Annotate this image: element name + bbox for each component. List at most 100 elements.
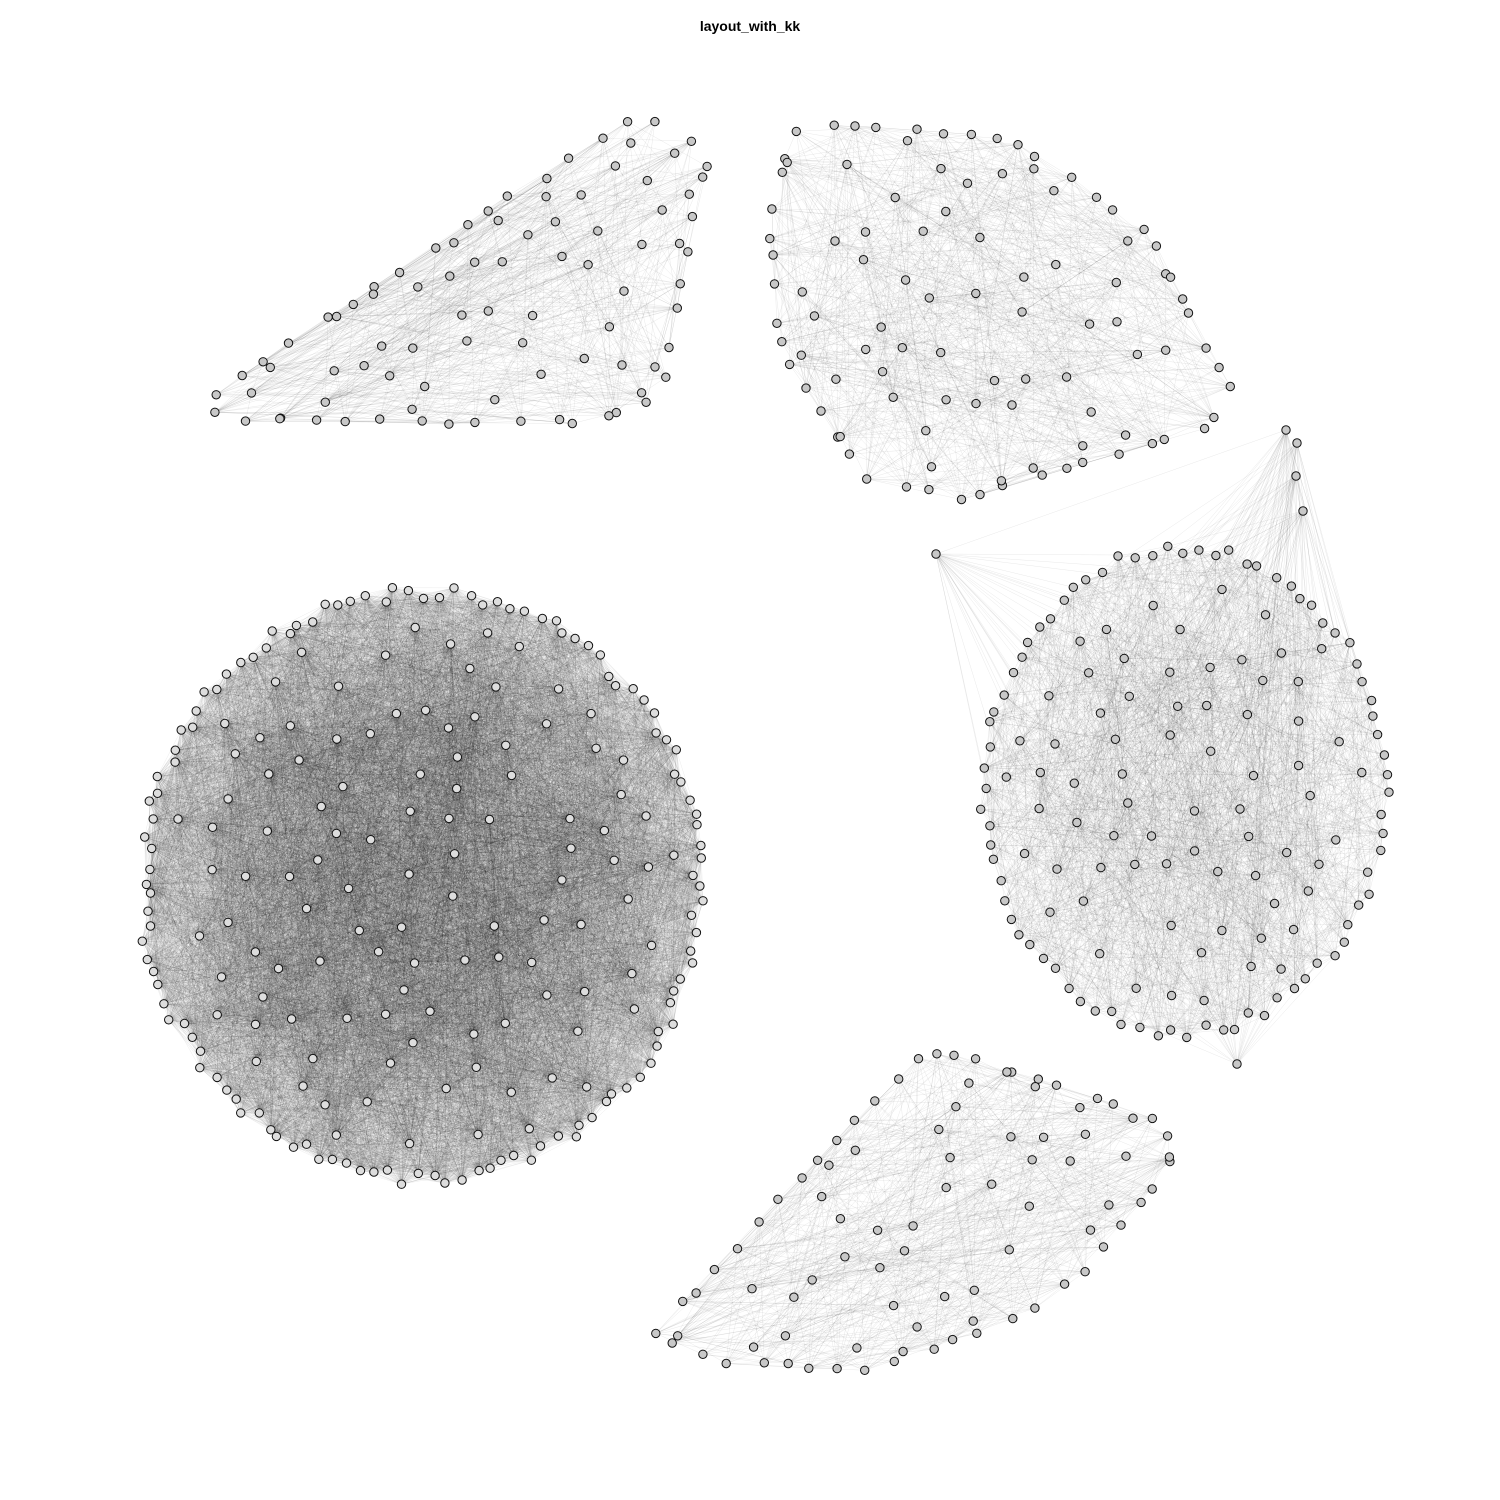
- graph-edge: [561, 153, 675, 257]
- graph-edge: [417, 242, 455, 288]
- graph-edge: [279, 158, 569, 419]
- graph-edge: [411, 216, 693, 410]
- graph-edge: [474, 261, 670, 348]
- graph-edge: [608, 209, 663, 416]
- graph-edge: [568, 152, 675, 159]
- graph-edge: [623, 291, 642, 393]
- graph-edge: [540, 180, 648, 375]
- graph-edge: [532, 180, 648, 316]
- graph-edge: [448, 209, 663, 425]
- graph-edge: [216, 375, 390, 396]
- graph-edge: [561, 256, 617, 413]
- graph-edge: [242, 166, 708, 376]
- graph-edge: [781, 168, 942, 342]
- graph-edge: [572, 216, 693, 424]
- graph-edge: [545, 196, 589, 265]
- graph-edge: [334, 365, 365, 372]
- graph-edge: [771, 208, 775, 284]
- graph-edge: [627, 121, 708, 167]
- graph-edge: [316, 256, 563, 421]
- graph-edge: [242, 243, 680, 376]
- graph-edge: [487, 210, 503, 262]
- graph-edge: [364, 365, 642, 394]
- graph-edge: [943, 133, 1166, 274]
- graph-edge: [487, 210, 523, 343]
- graph-edge: [399, 272, 414, 349]
- graph-edge: [507, 138, 604, 197]
- graph-edge: [389, 290, 625, 377]
- graph-edge: [336, 316, 467, 342]
- graph-edge: [907, 140, 1207, 349]
- graph-edge: [448, 221, 556, 425]
- graph-edge: [245, 121, 628, 422]
- graph-edge: [568, 158, 680, 244]
- graph-edge: [251, 224, 469, 394]
- graph-edge: [559, 244, 643, 420]
- graph-edge: [325, 283, 681, 403]
- graph-edge: [641, 244, 681, 284]
- graph-edge: [245, 283, 681, 422]
- graph-edge: [325, 221, 556, 403]
- graph-edge: [279, 262, 475, 419]
- graph-edge: [546, 142, 631, 179]
- graph-edge: [448, 178, 548, 425]
- graph-edge: [449, 276, 522, 422]
- graph-edge: [597, 209, 663, 232]
- graph-edge: [597, 230, 667, 378]
- graph-edge: [412, 347, 573, 424]
- graph-edge: [424, 142, 631, 387]
- graph-edge: [325, 340, 467, 403]
- graph-edge: [784, 125, 856, 159]
- graph-edge: [449, 221, 556, 277]
- graph-edge: [494, 283, 681, 400]
- graph-edge: [615, 141, 692, 167]
- graph-edge: [242, 261, 475, 376]
- graph-edge: [374, 286, 670, 348]
- graph-edge: [334, 358, 585, 372]
- graph-edge: [545, 196, 666, 378]
- graph-edge: [520, 347, 670, 422]
- graph-edge: [216, 275, 450, 396]
- graph-edge: [389, 224, 469, 376]
- graph-edge: [597, 230, 610, 416]
- graph-edge: [381, 243, 680, 347]
- graph-edge: [584, 216, 693, 359]
- graph-edge: [280, 286, 375, 419]
- graph-edge: [263, 243, 680, 363]
- graph-edge: [345, 178, 548, 422]
- graph-edge: [424, 247, 437, 387]
- graph-edge: [854, 125, 1025, 278]
- graph-edge: [353, 304, 423, 422]
- graph-edge: [461, 230, 598, 316]
- graph-edge: [245, 176, 703, 422]
- graph-edge: [461, 262, 475, 316]
- graph-edge: [424, 261, 503, 387]
- graph-edge: [412, 347, 647, 403]
- graph-edge: [424, 242, 455, 387]
- graph-edge: [270, 196, 547, 368]
- graph-edge: [316, 261, 503, 421]
- graph-edge: [214, 342, 289, 413]
- graph-edge: [270, 307, 678, 368]
- graph-edge: [448, 256, 563, 425]
- graph-edge: [502, 256, 563, 263]
- graph-edge: [242, 340, 467, 376]
- graph-edge: [587, 121, 628, 265]
- graph-edge: [251, 166, 708, 394]
- graph-edge: [498, 209, 663, 221]
- graph-edge: [280, 221, 556, 419]
- graph-edge: [461, 314, 647, 403]
- graph-edge: [545, 196, 617, 413]
- graph-edge: [609, 291, 625, 327]
- graph-edge: [561, 180, 648, 257]
- graph-edge: [216, 264, 589, 396]
- graph-edge: [488, 210, 589, 265]
- graph-edge: [251, 210, 489, 394]
- graph-edge: [502, 244, 642, 263]
- graph-edge: [325, 165, 616, 403]
- graph-edge: [602, 138, 667, 378]
- graph-edge: [561, 256, 647, 403]
- graph-edge: [417, 244, 642, 288]
- graph-edge: [328, 290, 625, 318]
- graph-edge: [345, 176, 703, 422]
